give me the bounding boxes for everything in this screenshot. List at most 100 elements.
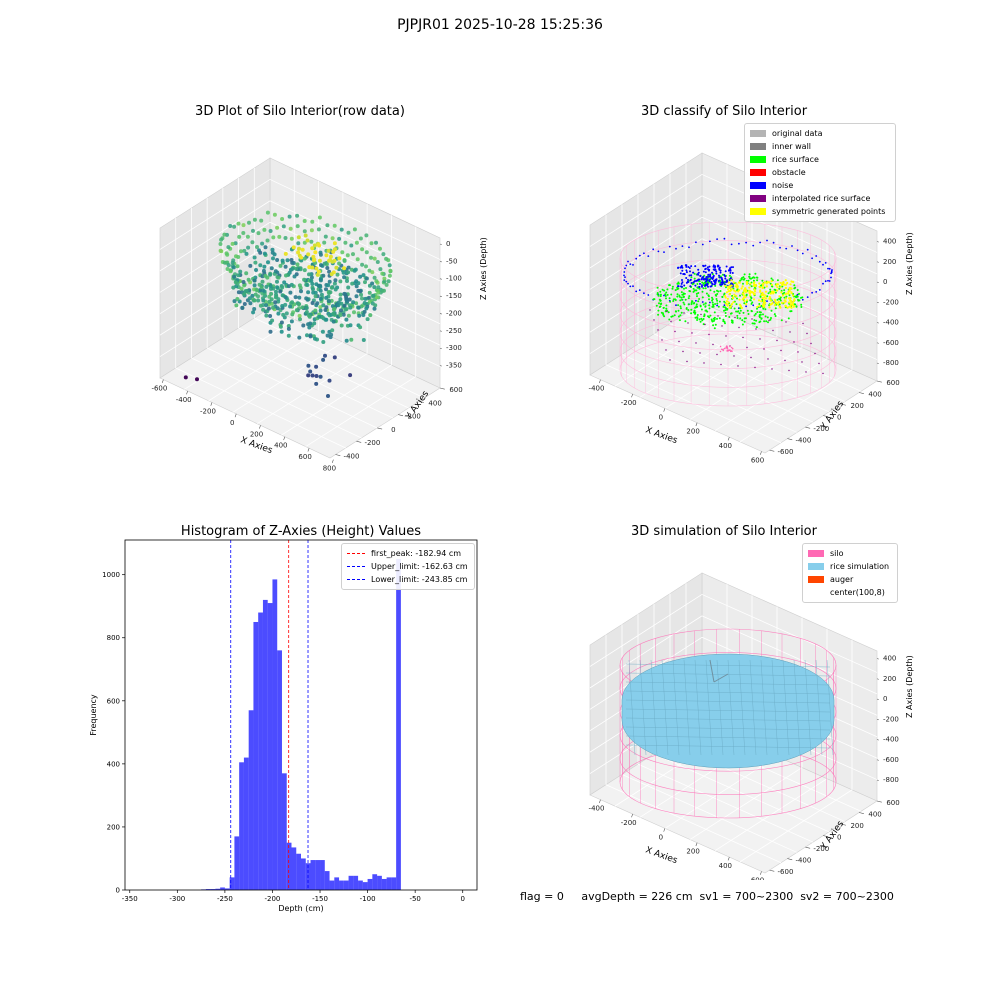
point (313, 290, 318, 295)
x-tick-label: 0 (659, 833, 663, 841)
point (338, 313, 343, 318)
rice-surface-point (680, 291, 683, 294)
point (324, 317, 329, 322)
symmetric-point (743, 289, 746, 292)
mesh-line (672, 659, 680, 756)
point (313, 294, 318, 299)
point (330, 259, 335, 264)
symmetric-point (730, 303, 733, 306)
noise-point (766, 300, 768, 302)
symmetric-point (726, 297, 729, 300)
rice-surface-point (723, 300, 726, 303)
point (237, 234, 242, 239)
rice-surface-point (714, 284, 717, 287)
point (331, 311, 336, 316)
noise-point (687, 278, 689, 281)
symmetric-point (793, 298, 796, 301)
point (269, 266, 274, 271)
x-tick-label: -400 (589, 805, 605, 813)
point (232, 299, 237, 304)
rice-surface-point (683, 287, 685, 290)
z-tick-mark (876, 759, 879, 761)
rice-surface-point (719, 290, 722, 292)
point (314, 266, 319, 271)
mesh-line (705, 659, 713, 756)
point (248, 301, 253, 306)
point (288, 226, 293, 231)
rice-surface-point (711, 298, 714, 301)
noise-point (689, 270, 691, 273)
rice-surface-point (748, 275, 751, 278)
rice-surface-point (665, 307, 668, 310)
point (366, 295, 371, 300)
z-tick-label: 200 (883, 258, 896, 266)
legend-line (347, 553, 365, 554)
point (275, 285, 280, 290)
rice-surface-point (667, 311, 670, 314)
noise-point (772, 241, 775, 244)
noise-point (699, 275, 702, 277)
noise-point (632, 285, 634, 288)
symmetric-point (777, 301, 780, 304)
point (284, 311, 289, 316)
rice-surface-point (766, 295, 769, 298)
rice-surface-point (678, 319, 681, 322)
point (307, 325, 312, 330)
point (236, 290, 241, 295)
point (251, 298, 256, 303)
z-tick-label: 200 (883, 675, 896, 683)
rice-surface-point (706, 280, 709, 283)
rice-surface-point (659, 305, 662, 308)
x-tick-mark (331, 459, 334, 464)
obstacle-point (730, 346, 733, 349)
rice-surface-point (698, 298, 701, 300)
point (283, 236, 288, 240)
symmetric-point (789, 303, 792, 306)
rice-surface-point (794, 286, 797, 289)
point (268, 272, 273, 277)
symmetric-point (741, 285, 744, 288)
y-tick-mark (335, 454, 341, 456)
point (323, 234, 328, 239)
rice-surface-point (721, 296, 724, 298)
x-tick-mark (727, 856, 730, 861)
interpolated-point (716, 353, 718, 356)
legend-item-rice-simulation: rice simulation (808, 560, 892, 573)
obstacle-point (721, 348, 723, 351)
mesh-line (727, 659, 735, 756)
histogram-bar (243, 757, 249, 890)
interpolated-point (742, 336, 744, 339)
point (260, 279, 265, 284)
z-tick-mark (876, 342, 879, 344)
noise-point (712, 264, 715, 267)
point (296, 241, 301, 246)
noise-point (806, 296, 809, 298)
point (317, 258, 322, 263)
point (299, 255, 304, 260)
rice-surface-point (690, 308, 693, 311)
point (310, 246, 315, 251)
point (286, 333, 291, 338)
noise-point (701, 285, 703, 288)
histogram-bar (343, 880, 349, 890)
interpolated-point (703, 362, 705, 364)
grid-line (191, 357, 362, 439)
rice-surface-point (742, 278, 745, 281)
x-tick-label: -400 (176, 396, 192, 404)
symmetric-point (773, 298, 776, 301)
point (276, 299, 281, 304)
point (348, 323, 353, 328)
symmetric-point (791, 303, 794, 306)
noise-point (709, 301, 711, 304)
noise-point (629, 285, 632, 288)
symmetric-point (763, 281, 766, 284)
point (341, 312, 346, 317)
rice-surface-point (676, 295, 679, 298)
rice-surface-point (696, 319, 699, 321)
legend-swatch (750, 143, 766, 150)
point (369, 255, 373, 260)
rice-surface-point (760, 317, 763, 320)
noise-point (623, 271, 626, 273)
point (291, 245, 296, 250)
histogram-x-label: Depth (cm) (278, 904, 323, 913)
